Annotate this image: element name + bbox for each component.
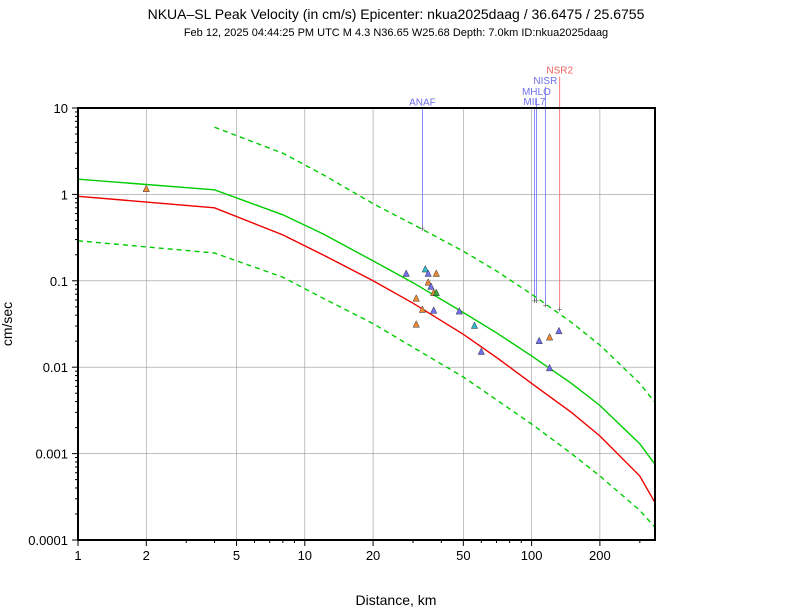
station-point: +: [420, 224, 425, 234]
x-tick-label: 2: [143, 548, 150, 563]
station-label: MIL7: [523, 97, 546, 108]
data-point: [427, 282, 435, 290]
x-tick-label: 20: [366, 548, 380, 563]
station-markers: +ANAF+MIL7+MHLO+NISR+NSR2: [409, 66, 573, 315]
prediction-curves: [77, 126, 656, 528]
data-point: [402, 269, 410, 277]
station-point: +: [532, 296, 537, 306]
y-axis-label: cm/sec: [0, 302, 15, 346]
data-point: [432, 269, 440, 277]
station-point: +: [543, 301, 548, 311]
chart-subtitle: Feb 12, 2025 04:44:25 PM UTC M 4.3 N36.6…: [184, 27, 608, 39]
data-point: [418, 305, 427, 313]
x-tick-label: 5: [233, 548, 240, 563]
data-point: [432, 288, 440, 296]
data-point: [412, 294, 420, 302]
y-tick-label: 0.001: [35, 447, 68, 462]
x-tick-label: 50: [456, 548, 470, 563]
y-tick-label: 1: [61, 187, 68, 202]
y-tick-label: 0.1: [50, 274, 68, 289]
station-point: +: [534, 296, 539, 306]
data-point: [470, 321, 479, 329]
chart-title: NKUA–SL Peak Velocity (in cm/s) Epicente…: [148, 6, 645, 22]
plot-area: [78, 108, 655, 540]
data-point: [424, 278, 432, 286]
x-tick-label: 200: [589, 548, 611, 563]
y-tick-label: 0.0001: [28, 533, 68, 548]
data-point: [545, 333, 554, 341]
data-point: [412, 320, 420, 328]
data-point: [555, 326, 563, 335]
data-point: [545, 363, 554, 372]
data-point: [535, 336, 543, 344]
data-points: [142, 184, 563, 372]
axis-ticks: 1 2 5 10 20 50 100 200 0.0001 0.001 0.01 0.1 1 10: [28, 101, 641, 563]
data-point: [142, 184, 150, 192]
plot-frame: [77, 107, 656, 541]
curve-3: [214, 126, 656, 403]
data-point: [477, 347, 485, 355]
curve-4: [77, 240, 656, 528]
x-tick-label: 1: [74, 548, 81, 563]
station-label: NSR2: [546, 66, 573, 77]
data-point: [421, 264, 429, 273]
y-tick-label: 0.01: [43, 360, 68, 375]
curve-2: [77, 195, 656, 504]
station-label: ANAF: [409, 97, 436, 108]
data-point: [455, 307, 463, 315]
station-label: MHLO: [522, 87, 551, 98]
curve-1: [77, 178, 656, 465]
x-tick-label: 10: [298, 548, 312, 563]
station-point: +: [557, 304, 562, 314]
x-axis-label: Distance, km: [356, 592, 437, 608]
x-tick-label: 100: [521, 548, 543, 563]
data-point: [430, 306, 438, 314]
y-tick-label: 10: [54, 101, 68, 116]
data-point: [424, 269, 432, 277]
station-label: NISR: [533, 76, 557, 87]
